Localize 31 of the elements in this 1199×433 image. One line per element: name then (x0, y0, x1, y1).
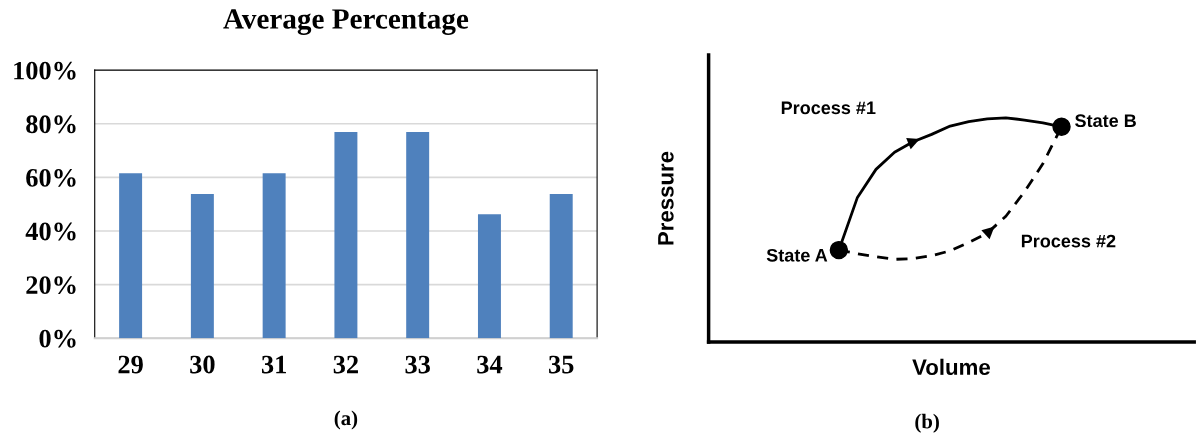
bar (406, 132, 430, 339)
bar (477, 214, 501, 339)
x-tick-label: 34 (477, 355, 503, 374)
text: State A (766, 248, 828, 262)
bar (549, 193, 573, 339)
text: State B (1075, 114, 1136, 128)
y-tick-label: 0% (39, 329, 76, 348)
chart-title: Average Percentage (223, 9, 469, 35)
bar (262, 173, 286, 339)
point (1052, 117, 1071, 136)
x-tick-label: 33 (405, 355, 430, 374)
text: Process #1 (781, 101, 876, 115)
x-tick-label: 35 (549, 355, 574, 374)
series-label: Process #2 (1021, 234, 1116, 248)
y-tick-label: 100% (14, 61, 76, 80)
bar (334, 132, 358, 339)
point (829, 240, 849, 260)
y-tick-label: 40% (25, 222, 76, 241)
x-tick-label: 31 (261, 355, 286, 374)
y-tick-label: 60% (26, 168, 76, 187)
x-tick-label: 30 (190, 355, 215, 374)
y-tick-label: 20% (26, 276, 76, 295)
x-tick-label: 29 (118, 355, 143, 374)
y-axis-title: Pressure (658, 151, 674, 245)
bar (190, 193, 214, 339)
text: (b) (915, 413, 939, 433)
x-axis-title: Volume (912, 358, 990, 376)
text: (a) (334, 410, 358, 430)
y-tick-label: 80% (26, 115, 76, 134)
x-tick-label: 32 (333, 355, 358, 374)
bar (119, 173, 143, 339)
